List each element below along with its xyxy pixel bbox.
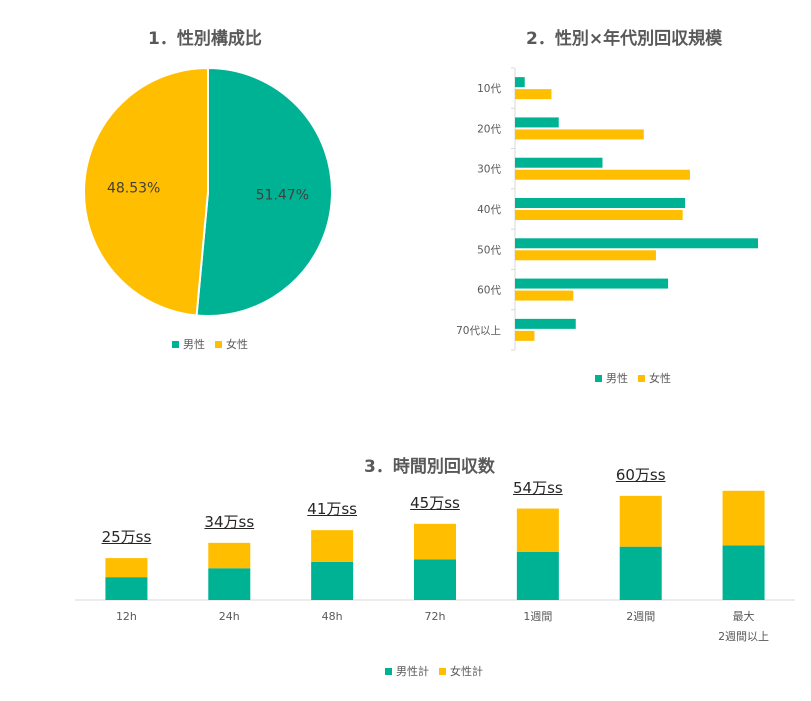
time-bar-female — [619, 495, 662, 547]
age-legend-female-swatch — [638, 374, 645, 382]
time-bar-male — [311, 561, 354, 600]
time-bar-female — [208, 542, 251, 569]
time-category-label: 24h — [219, 610, 240, 623]
age-legend-male-label: 男性 — [606, 372, 628, 385]
time-category-label: 12h — [116, 610, 137, 623]
time-bar-male — [516, 551, 559, 600]
time-bar-female — [722, 490, 765, 546]
age-bar-female — [515, 330, 535, 341]
time-bar-male — [208, 568, 251, 600]
pie-legend-male-swatch — [172, 340, 179, 348]
age-legend-male-swatch — [595, 374, 602, 382]
time-category-label: 48h — [322, 610, 343, 623]
age-bar-male — [515, 278, 669, 289]
pie-slice-female — [83, 66, 209, 317]
time-bar-female — [311, 530, 354, 562]
pie-data-label: 48.53% — [107, 181, 160, 197]
time-total-annotation: 41万ss — [307, 500, 357, 519]
time-category-label: 最大 — [733, 609, 755, 623]
time-legend-male-label: 男性計 — [396, 665, 429, 678]
time-legend-male-swatch — [385, 667, 392, 675]
time-total-annotation: 25万ss — [101, 528, 152, 547]
age-chart-title: 2．性別×年代別回収規模 — [526, 29, 723, 49]
time-bar-male — [722, 545, 765, 600]
age-bar-female — [515, 169, 690, 180]
age-bar-male — [515, 117, 559, 128]
age-bar-male — [515, 77, 525, 88]
time-category-label: 1週間 — [523, 610, 552, 623]
age-bar-male — [515, 198, 686, 208]
age-bar-male — [515, 157, 603, 168]
pie-legend-male-label: 男性 — [183, 338, 205, 351]
time-total-annotation: 34万ss — [204, 512, 255, 531]
pie-data-label: 51.47% — [256, 187, 309, 203]
time-legend-female-label: 女性計 — [450, 665, 483, 678]
age-category-label: 70代以上 — [456, 325, 501, 337]
age-category-label: 10代 — [477, 83, 501, 95]
time-bar-female — [105, 558, 148, 578]
pie-legend: 男性 女性 — [172, 336, 248, 352]
age-legend: 男性 女性 — [595, 370, 671, 386]
age-bar-female — [515, 89, 552, 100]
time-legend: 男性計 女性計 — [385, 663, 483, 679]
age-category-label: 50代 — [477, 244, 501, 256]
time-bar-female — [516, 508, 559, 552]
time-total-annotation: 60万ss — [615, 465, 666, 484]
age-category-label: 30代 — [477, 164, 501, 176]
pie-chart-title: 1．性別構成比 — [148, 29, 262, 49]
age-bar-male — [515, 318, 576, 329]
age-category-label: 40代 — [477, 204, 501, 216]
age-category-label: 60代 — [477, 285, 501, 297]
time-total-annotation: 45万ss — [410, 493, 460, 512]
time-chart-title: 3．時間別回収数 — [364, 457, 495, 477]
age-category-label: 20代 — [477, 123, 501, 135]
age-bar-female — [515, 290, 574, 301]
age-bar-male — [515, 238, 758, 249]
time-legend-female-swatch — [439, 667, 446, 675]
pie-legend-female-label: 女性 — [226, 338, 248, 351]
time-bar-male — [619, 546, 662, 600]
time-total-annotation: 54万ss — [512, 478, 563, 497]
age-bar-female — [515, 250, 656, 261]
time-bar-female — [414, 523, 456, 560]
age-bar-female — [515, 210, 683, 220]
time-category-label: 2週間 — [626, 610, 655, 623]
time-bar-male — [414, 559, 456, 600]
pie-slice-male — [195, 66, 333, 317]
time-category-label: 2週間以上 — [718, 630, 769, 643]
age-bar-female — [515, 129, 644, 140]
time-category-label: 72h — [425, 610, 446, 623]
age-legend-female-label: 女性 — [649, 372, 671, 385]
pie-legend-female-swatch — [215, 340, 222, 348]
time-bar-male — [105, 577, 148, 600]
